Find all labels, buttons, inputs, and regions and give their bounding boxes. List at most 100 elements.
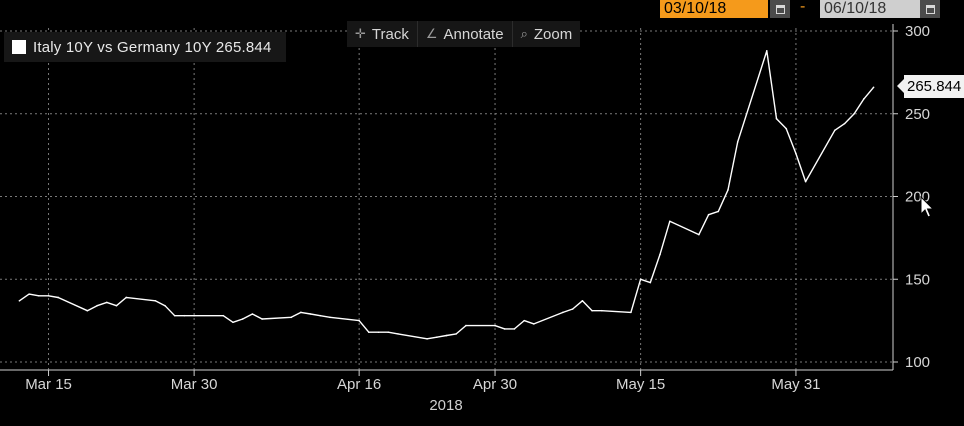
data-point (668, 220, 671, 223)
end-date-input[interactable]: 06/10/18 (820, 0, 928, 18)
data-point (465, 324, 467, 327)
calendar-icon (775, 4, 785, 14)
start-date-input[interactable]: 03/10/18 (660, 0, 768, 18)
data-point (261, 318, 263, 320)
data-point (795, 152, 797, 155)
data-point (96, 304, 98, 307)
data-point (105, 301, 108, 304)
data-point (562, 311, 564, 314)
legend-label: Italy 10Y vs Germany 10Y 265.844 (33, 38, 272, 56)
y-tick-label: 250 (905, 106, 930, 123)
data-point (164, 304, 166, 307)
start-date-calendar-button[interactable] (770, 0, 790, 18)
annotate-label: Annotate (443, 25, 504, 43)
data-point (290, 316, 292, 319)
data-point (329, 316, 331, 319)
track-button[interactable]: ✛ Track (347, 21, 418, 47)
data-point (872, 86, 875, 89)
data-point (173, 314, 176, 317)
data-point (591, 309, 593, 312)
data-point (649, 281, 652, 284)
data-point (309, 313, 312, 315)
series-layer (18, 50, 875, 340)
data-point (387, 331, 390, 334)
data-point (513, 328, 516, 330)
annotate-button[interactable]: ∠ Annotate (418, 21, 513, 47)
data-point (601, 309, 603, 312)
zoom-button[interactable]: ⌕ Zoom (513, 21, 581, 47)
magnifier-icon: ⌕ (520, 26, 528, 41)
y-tick-label: 100 (905, 354, 930, 371)
data-point (494, 324, 496, 327)
data-point (154, 299, 157, 302)
data-point (503, 328, 506, 330)
data-point (659, 253, 661, 256)
data-point (853, 112, 855, 115)
data-point (377, 331, 380, 334)
mouse-cursor-icon (920, 196, 934, 218)
data-point (38, 295, 40, 297)
data-point (804, 180, 807, 183)
data-point (28, 293, 30, 295)
track-label: Track (371, 25, 409, 43)
x-tick-label: May 31 (771, 376, 820, 393)
data-point (766, 50, 768, 52)
x-tick-label: Mar 15 (25, 376, 72, 393)
data-point (707, 213, 710, 216)
data-point (717, 210, 720, 213)
pencil-icon: ∠ (425, 26, 438, 41)
data-point (232, 321, 234, 324)
chart-toolbar: ✛ Track ∠ Annotate ⌕ Zoom (347, 21, 581, 47)
x-tick-label: May 15 (616, 376, 665, 393)
data-point (736, 141, 739, 143)
data-point (183, 314, 186, 317)
data-point (785, 127, 788, 130)
x-axis-title: 2018 (429, 397, 462, 414)
data-point (115, 304, 118, 307)
data-point (222, 314, 225, 317)
data-point (251, 313, 254, 315)
end-date-calendar-button[interactable] (920, 0, 940, 18)
data-point (18, 299, 21, 302)
data-point (581, 299, 584, 302)
data-point (47, 295, 50, 297)
date-range-separator: - (800, 0, 806, 15)
data-point (727, 189, 729, 191)
data-point (698, 233, 700, 236)
data-point (445, 334, 448, 337)
grid-lines (0, 28, 893, 370)
data-point (435, 336, 438, 338)
data-point (358, 319, 360, 322)
data-point (193, 314, 195, 317)
data-point (125, 296, 127, 299)
last-value-tag: 265.844 (897, 75, 964, 98)
data-point (300, 311, 302, 314)
data-point (630, 311, 632, 314)
data-point (843, 122, 846, 125)
data-point (455, 333, 458, 335)
data-point (533, 323, 535, 325)
data-point (86, 309, 89, 312)
data-point (833, 129, 836, 132)
zoom-label: Zoom (533, 25, 573, 43)
crosshair-icon: ✛ (355, 26, 366, 41)
y-tick-label: 300 (905, 23, 930, 40)
x-tick-label: Apr 30 (473, 376, 517, 393)
data-point (319, 314, 322, 317)
data-point (863, 98, 865, 100)
data-point (426, 338, 428, 340)
legend-swatch (12, 40, 26, 54)
data-point (241, 318, 244, 320)
data-point (775, 117, 778, 120)
data-point (57, 296, 60, 299)
x-tick-label: Apr 16 (337, 376, 381, 393)
data-point (523, 319, 525, 322)
x-tick-label: Mar 30 (171, 376, 218, 393)
series-line (19, 50, 875, 340)
data-point (571, 308, 574, 310)
calendar-icon (925, 4, 935, 14)
legend: Italy 10Y vs Germany 10Y 265.844 (4, 32, 286, 62)
data-point (397, 333, 399, 335)
